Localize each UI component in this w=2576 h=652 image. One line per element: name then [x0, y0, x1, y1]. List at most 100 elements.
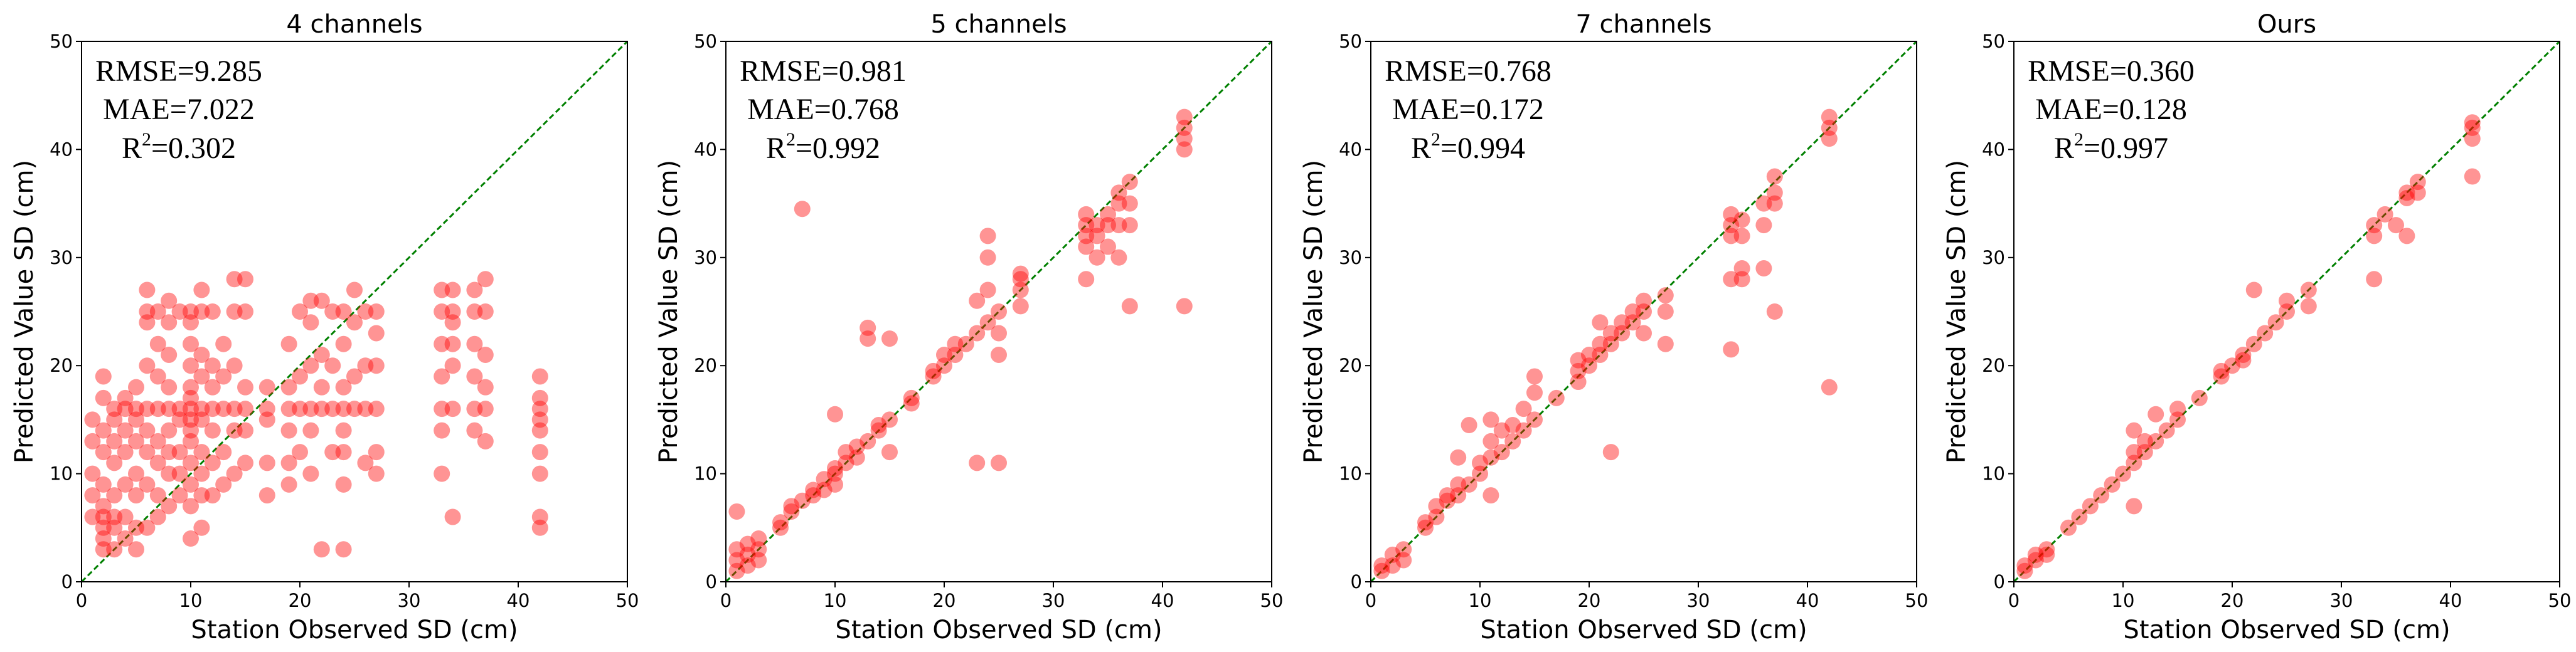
data-point	[2267, 314, 2284, 331]
x-axis-label: Station Observed SD (cm)	[1480, 616, 1807, 644]
data-point	[979, 314, 996, 331]
data-point	[444, 357, 461, 374]
data-point	[903, 395, 920, 412]
data-point	[357, 303, 374, 320]
data-point	[95, 444, 112, 461]
x-tick-label: 10	[824, 590, 847, 611]
data-point	[280, 335, 297, 352]
data-point	[215, 335, 232, 352]
data-point	[1100, 217, 1116, 234]
data-point	[2016, 562, 2033, 579]
y-tick-label: 0	[1994, 571, 2005, 592]
data-point	[2245, 281, 2262, 298]
data-point	[193, 281, 210, 298]
data-point	[106, 401, 123, 418]
data-point	[95, 530, 112, 547]
chart-panel-2: 5 channels 0 10 20 30 40 50 0 10 20 30 40 50 Station …	[654, 10, 1283, 644]
data-point	[1493, 444, 1510, 461]
data-point	[324, 401, 341, 418]
data-point	[1602, 325, 1619, 342]
data-point	[1548, 389, 1565, 406]
data-point	[2245, 335, 2262, 352]
data-point	[237, 401, 253, 418]
data-point	[183, 303, 199, 320]
data-point	[531, 519, 548, 536]
data-point	[2060, 519, 2077, 536]
data-point	[783, 498, 800, 515]
data-point	[805, 481, 822, 498]
data-point	[947, 346, 964, 363]
data-point	[161, 379, 178, 396]
x-tick-label: 50	[1905, 590, 1929, 611]
rmse-label: RMSE=0.981	[740, 55, 907, 88]
x-tick-label: 40	[2439, 590, 2462, 611]
data-point	[838, 455, 854, 471]
data-point	[139, 444, 156, 461]
data-point	[117, 530, 134, 547]
r2-prefix: R	[766, 132, 786, 165]
data-point	[313, 401, 330, 418]
data-point	[1766, 184, 1783, 201]
data-point	[848, 449, 865, 466]
x-tick-label: 50	[616, 590, 639, 611]
r2-value: =0.997	[2084, 132, 2168, 165]
data-point	[1733, 228, 1750, 244]
data-point	[161, 465, 178, 482]
data-point	[313, 541, 330, 558]
data-point	[1110, 217, 1127, 234]
y-axis-label: Predicted Value SD (cm)	[654, 160, 683, 463]
data-point	[2158, 422, 2175, 439]
data-point	[1373, 557, 1390, 574]
data-point	[335, 422, 352, 439]
data-point	[149, 487, 166, 504]
data-point	[1504, 433, 1521, 450]
data-point	[2213, 362, 2230, 379]
data-point	[324, 357, 341, 374]
data-point	[226, 303, 243, 320]
data-point	[258, 487, 275, 504]
data-point	[969, 455, 986, 471]
data-point	[750, 552, 767, 569]
data-point	[466, 401, 483, 418]
data-point	[161, 498, 178, 515]
data-point	[368, 357, 385, 374]
data-point	[1176, 108, 1193, 125]
x-tick-label: 0	[2008, 590, 2020, 611]
r2-prefix: R	[1411, 132, 1431, 165]
data-point	[106, 541, 123, 558]
data-point	[1657, 335, 1674, 352]
data-point	[95, 541, 112, 558]
data-point	[728, 541, 745, 558]
data-point	[368, 303, 385, 320]
data-point	[444, 303, 461, 320]
data-point	[1766, 303, 1783, 320]
y-tick-label: 20	[1339, 355, 1362, 376]
r2-label: R2=0.997	[2054, 129, 2168, 165]
plot-frame	[725, 41, 1272, 582]
data-point	[302, 314, 319, 331]
data-point	[2464, 130, 2481, 147]
x-tick-label: 40	[1151, 590, 1174, 611]
data-point	[84, 487, 101, 504]
data-point	[1417, 519, 1434, 536]
data-point	[226, 422, 243, 439]
scatter-points	[2016, 114, 2481, 579]
data-point	[368, 325, 385, 342]
data-point	[1176, 141, 1193, 158]
data-point	[531, 411, 548, 428]
data-point	[280, 379, 297, 396]
data-point	[2213, 368, 2230, 385]
data-point	[991, 325, 1007, 342]
data-point	[171, 487, 188, 504]
data-point	[1482, 449, 1499, 466]
r2-label: R2=0.994	[1411, 129, 1525, 165]
data-point	[183, 411, 199, 428]
data-point	[1755, 217, 1772, 234]
data-point	[739, 535, 756, 552]
data-point	[1078, 206, 1095, 223]
data-point	[292, 444, 308, 461]
data-point	[335, 476, 352, 493]
data-point	[258, 411, 275, 428]
data-point	[84, 433, 101, 450]
data-point	[816, 481, 833, 498]
